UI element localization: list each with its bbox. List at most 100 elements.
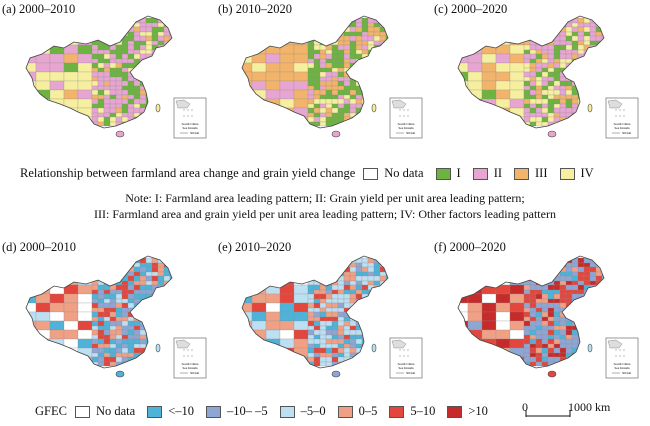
inset-island (403, 115, 405, 117)
legend-swatch (74, 405, 90, 418)
county-region (583, 80, 591, 87)
county-region (509, 329, 525, 340)
county-region (145, 17, 153, 24)
county-region (121, 112, 129, 118)
county-region (535, 17, 543, 24)
county-region (523, 98, 531, 105)
county-region (601, 89, 604, 96)
county-region (121, 325, 129, 331)
county-region (139, 103, 147, 109)
county-region (577, 17, 585, 24)
county-region (163, 302, 171, 309)
county-region (157, 266, 165, 273)
county-region (349, 338, 357, 345)
county-region (361, 62, 369, 69)
county-region (481, 311, 497, 322)
county-region (251, 320, 267, 331)
county-region (577, 76, 585, 82)
county-region (385, 284, 388, 291)
inset-scale-label: 500 km (190, 131, 200, 135)
county-region (331, 58, 339, 64)
county-region (565, 361, 573, 367)
county-region (458, 62, 469, 73)
county-region (115, 22, 123, 28)
county-region (535, 53, 543, 60)
county-region (571, 112, 579, 118)
county-region (127, 316, 135, 322)
county-region (392, 68, 398, 72)
county-region (541, 307, 549, 313)
county-region (367, 311, 375, 318)
county-region (121, 98, 129, 105)
county-region (373, 94, 381, 100)
county-region (337, 293, 345, 300)
county-region (541, 98, 549, 105)
county-region (103, 26, 111, 33)
county-region (361, 98, 369, 105)
county-region (139, 31, 147, 37)
county-region (559, 280, 567, 286)
county-region (495, 257, 511, 268)
county-region (109, 85, 117, 91)
county-region (26, 275, 37, 286)
county-region (77, 338, 93, 349)
inset-label: Sea Islands (182, 366, 198, 370)
county-region (355, 352, 363, 358)
county-region (313, 71, 321, 78)
county-region (361, 284, 369, 291)
county-region (541, 76, 549, 82)
panel-title: (d) 2000–2010 (2, 240, 76, 254)
county-region (97, 116, 105, 123)
county-region (509, 320, 525, 331)
county-region (139, 334, 147, 340)
legend-item: –10– –5 (206, 404, 268, 419)
county-region (608, 36, 614, 41)
county-region (535, 262, 543, 268)
county-region (63, 107, 79, 118)
county-region (103, 311, 111, 318)
county-region (251, 257, 267, 268)
county-region (331, 302, 339, 309)
county-region (127, 275, 135, 282)
county-region (109, 17, 117, 24)
county-region (331, 262, 339, 268)
county-region (565, 107, 573, 114)
county-region (565, 53, 573, 60)
county-region (26, 338, 37, 349)
inset-island (183, 355, 185, 357)
county-region (361, 107, 369, 114)
county-region (325, 325, 333, 331)
county-region (589, 53, 597, 60)
county-region (541, 31, 549, 37)
county-region (523, 284, 531, 291)
county-region (127, 76, 135, 82)
hainan-island (115, 130, 125, 138)
county-region (343, 352, 351, 358)
county-region (541, 112, 549, 118)
county-region (121, 343, 129, 349)
county-region (139, 40, 147, 46)
county-region (481, 98, 497, 109)
county-region (559, 320, 567, 327)
county-region (583, 266, 591, 273)
county-region (157, 361, 165, 367)
county-region (169, 22, 172, 28)
inset-island (403, 109, 405, 111)
county-region (337, 343, 345, 349)
county-region (559, 289, 567, 295)
county-region (565, 338, 573, 345)
county-region (293, 17, 309, 28)
county-region (373, 71, 381, 78)
county-region (337, 17, 345, 24)
county-region (97, 58, 105, 64)
county-region (163, 361, 171, 367)
county-region (169, 53, 172, 60)
county-region (523, 352, 531, 358)
county-region (495, 26, 511, 37)
county-region (559, 85, 567, 91)
county-region (313, 298, 321, 304)
county-region (331, 53, 339, 60)
county-region (26, 98, 37, 109)
county-region (169, 89, 172, 96)
county-region (361, 262, 369, 268)
